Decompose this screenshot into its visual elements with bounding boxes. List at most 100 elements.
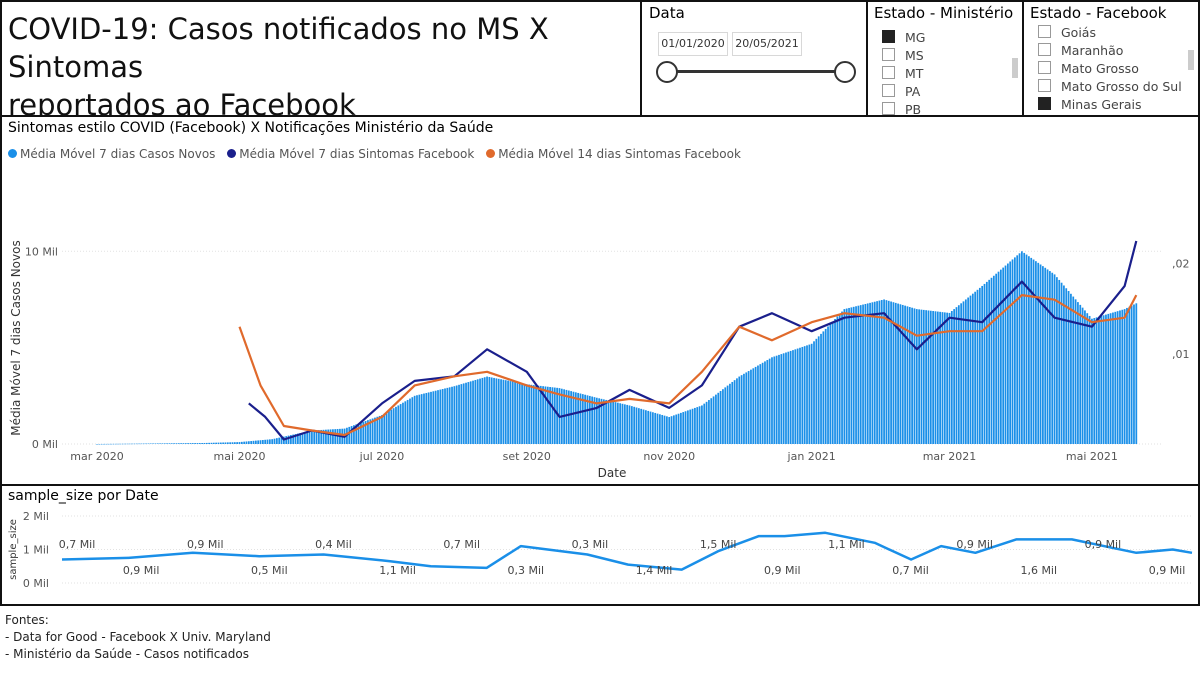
- slicer-item[interactable]: Goiás: [1038, 25, 1096, 42]
- x-tick-label: mai 2020: [213, 450, 265, 463]
- bar: [619, 403, 622, 444]
- bar: [682, 412, 685, 444]
- bar: [971, 293, 974, 444]
- bar: [507, 380, 509, 444]
- bar: [128, 443, 131, 445]
- bar: [701, 405, 703, 444]
- bar: [857, 305, 860, 444]
- bar: [915, 309, 918, 444]
- checkbox-icon[interactable]: [1038, 43, 1051, 56]
- bar: [925, 310, 927, 444]
- legend-item-fb7[interactable]: Média Móvel 7 dias Sintomas Facebook: [227, 147, 474, 161]
- scrollbar-thumb[interactable]: [1188, 50, 1194, 70]
- checkbox-icon[interactable]: [882, 84, 895, 97]
- bar: [138, 443, 140, 445]
- bar: [523, 383, 526, 444]
- bar: [880, 300, 883, 444]
- date-range-track[interactable]: [666, 70, 846, 73]
- end-handle[interactable]: [834, 61, 856, 83]
- bar: [668, 417, 671, 444]
- slicer-item[interactable]: MT: [882, 66, 923, 83]
- bar: [1121, 309, 1124, 444]
- bar: [287, 435, 290, 444]
- series-line-fb7: [248, 240, 1138, 441]
- data-label: 0,9 Mil: [187, 538, 224, 551]
- slicer-item[interactable]: MG: [882, 30, 925, 47]
- bar: [934, 311, 937, 444]
- bar: [598, 398, 601, 444]
- slicer-item[interactable]: PA: [882, 84, 920, 101]
- bar: [873, 301, 876, 444]
- checkbox-checked-icon[interactable]: [882, 30, 895, 43]
- legend-label: Média Móvel 7 dias Casos Novos: [20, 147, 216, 161]
- bar: [233, 442, 236, 444]
- bar: [913, 308, 916, 444]
- bar: [864, 303, 867, 444]
- bar: [483, 377, 486, 444]
- bar: [285, 436, 288, 444]
- legend-item-casos[interactable]: Média Móvel 7 dias Casos Novos: [8, 147, 215, 161]
- slicer-item[interactable]: Minas Gerais: [1038, 97, 1142, 114]
- bar: [1107, 313, 1110, 444]
- bar: [883, 299, 885, 444]
- checkbox-icon[interactable]: [1038, 79, 1051, 92]
- bar: [964, 299, 967, 444]
- bar: [311, 430, 313, 444]
- bar: [413, 395, 416, 444]
- title-line-1: COVID-19: Casos notificados no MS X Sint…: [8, 12, 549, 84]
- bar: [131, 443, 133, 445]
- bar: [969, 295, 972, 444]
- bar: [1088, 315, 1091, 444]
- bar: [908, 307, 911, 444]
- slicer-item-label: Mato Grosso do Sul: [1061, 79, 1182, 94]
- slicer-item[interactable]: Mato Grosso do Sul: [1038, 79, 1182, 96]
- bar: [871, 302, 874, 444]
- slicer-item-label: Maranhão: [1061, 43, 1124, 58]
- bar: [661, 414, 664, 444]
- sample-line: [61, 531, 1193, 571]
- start-handle[interactable]: [656, 61, 678, 83]
- bar: [383, 413, 386, 444]
- slicer-item-label: Minas Gerais: [1061, 97, 1142, 112]
- bar: [245, 441, 248, 444]
- bar: [189, 443, 192, 444]
- slicer-item[interactable]: Maranhão: [1038, 43, 1123, 60]
- checkbox-icon[interactable]: [882, 66, 895, 79]
- bar: [406, 399, 409, 444]
- bar: [135, 443, 138, 445]
- bar: [845, 308, 848, 444]
- bar: [787, 351, 790, 444]
- bar: [446, 387, 449, 444]
- bar: [649, 411, 652, 444]
- end-date-input[interactable]: 20/05/2021: [732, 32, 802, 56]
- checkbox-icon[interactable]: [1038, 61, 1051, 74]
- checkbox-checked-icon[interactable]: [1038, 97, 1051, 110]
- bar: [430, 391, 432, 444]
- scrollbar-thumb[interactable]: [1012, 58, 1018, 78]
- bar: [628, 405, 631, 444]
- bar: [775, 355, 778, 444]
- bar: [852, 306, 855, 444]
- bar: [712, 396, 715, 444]
- bar: [862, 304, 864, 444]
- bar: [717, 392, 720, 444]
- checkbox-icon[interactable]: [1038, 25, 1051, 38]
- bar: [348, 426, 351, 444]
- legend-item-fb14[interactable]: Média Móvel 14 dias Sintomas Facebook: [486, 147, 741, 161]
- slicer-item[interactable]: MS: [882, 48, 924, 65]
- bar: [577, 392, 580, 444]
- bar: [955, 307, 958, 444]
- bar: [350, 426, 353, 444]
- bar: [922, 309, 925, 444]
- bar: [490, 377, 493, 444]
- checkbox-icon[interactable]: [882, 48, 895, 61]
- data-label: 0,9 Mil: [956, 538, 993, 551]
- series-line-fb14: [238, 294, 1138, 437]
- start-date-input[interactable]: 01/01/2020: [658, 32, 728, 56]
- slicer-item[interactable]: PB: [882, 102, 921, 115]
- checkbox-icon[interactable]: [882, 102, 895, 115]
- data-label: 1,6 Mil: [1020, 564, 1057, 577]
- bar: [1105, 314, 1107, 444]
- slicer-item[interactable]: Mato Grosso: [1038, 61, 1139, 78]
- legend-dot-icon: [8, 149, 17, 158]
